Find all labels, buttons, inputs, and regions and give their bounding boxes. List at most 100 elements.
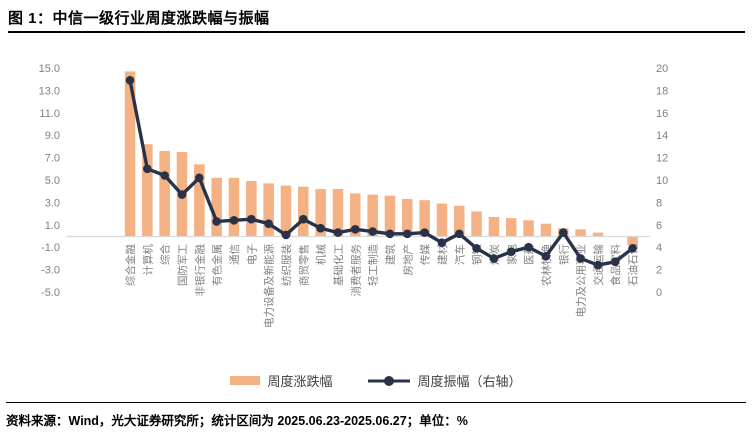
bar <box>384 195 396 236</box>
legend-label-bar-series: 周度涨跌幅 <box>267 374 333 389</box>
chart-canvas: 15.0 13.0 11.0 9.0 7.0 5.0 3.0 1.0 -1.0 -3.0 -5.0 2… <box>39 63 669 328</box>
bar <box>263 183 274 236</box>
right-axis-tick-label: 10 <box>656 175 668 187</box>
category-label: 传媒 <box>419 244 432 265</box>
line-marker <box>489 254 499 263</box>
bar <box>194 164 205 236</box>
line-marker <box>368 227 377 236</box>
bar <box>298 186 309 236</box>
line-marker <box>385 229 395 239</box>
line-marker <box>541 251 551 261</box>
category-label: 消费者服务 <box>349 244 362 297</box>
bar <box>332 189 344 236</box>
title-divider <box>8 31 745 33</box>
left-axis-tick-label: 1.0 <box>45 220 60 232</box>
line-marker <box>177 190 187 199</box>
bar <box>454 205 465 236</box>
line-series-glyph <box>367 375 410 386</box>
category-label: 商贸零售 <box>297 244 310 286</box>
line-marker <box>247 214 256 224</box>
bar <box>523 220 534 236</box>
bar <box>350 193 361 236</box>
bar <box>419 200 430 236</box>
left-axis-tick-label: 7.0 <box>45 153 60 165</box>
bar <box>402 199 413 236</box>
bar <box>315 189 326 236</box>
category-label: 电力及公用事业 <box>575 244 588 318</box>
category-label: 通信 <box>229 244 241 265</box>
bar <box>280 185 292 236</box>
bar <box>436 203 448 236</box>
line-marker <box>420 228 429 237</box>
bar <box>540 223 552 236</box>
category-label: 房地产 <box>401 244 414 276</box>
category-label: 计算机 <box>141 244 154 276</box>
bar <box>367 194 378 236</box>
source-note: 资料来源：Wind，光大证券研究所；统计区间为 2025.06.23-2025.… <box>6 402 746 429</box>
category-label: 轻工制造 <box>367 244 380 286</box>
right-axis-tick-label: 18 <box>656 85 668 97</box>
category-label: 汽车 <box>453 244 466 265</box>
right-axis-tick-label: 14 <box>656 130 668 142</box>
line-marker <box>316 223 325 233</box>
right-axis-tick-label: 6 <box>656 220 662 232</box>
left-axis-tick-label: -5.0 <box>41 287 60 299</box>
right-axis-tick-label: 0 <box>656 287 662 299</box>
category-label: 综合金融 <box>124 244 137 286</box>
bar <box>471 211 482 236</box>
chart-title: 图 1：中信一级行业周度涨跌幅与振幅 <box>8 10 270 27</box>
line-marker <box>455 229 464 239</box>
line-marker <box>437 238 447 247</box>
category-label: 建筑 <box>384 244 397 265</box>
bar <box>627 236 638 245</box>
left-axis-tick-label: 11.0 <box>39 108 60 120</box>
left-axis-tick-label: 9.0 <box>45 130 60 142</box>
left-axis-tick-label: -1.0 <box>41 242 60 254</box>
line-marker <box>299 214 308 224</box>
bar <box>575 229 586 236</box>
left-axis-tick-label: 13.0 <box>39 85 60 97</box>
line-marker <box>125 76 135 85</box>
line-marker <box>264 219 273 228</box>
category-label: 有色金属 <box>211 244 224 286</box>
bar <box>211 177 222 236</box>
right-axis-tick-label: 12 <box>656 153 668 165</box>
category-label: 机械 <box>315 244 328 265</box>
amplitude-line <box>128 79 634 267</box>
left-axis-tick-label: 5.0 <box>45 175 60 187</box>
line-marker <box>229 216 239 225</box>
line-marker <box>143 164 152 174</box>
category-label: 银行 <box>557 244 570 265</box>
left-axis-tick-label: -3.0 <box>41 265 60 277</box>
category-label: 非银行金融 <box>193 244 206 297</box>
chart-legend: 周度涨跌幅 周度振幅（右轴） <box>0 371 752 390</box>
category-label: 基础化工 <box>332 244 345 286</box>
line-marker <box>610 257 620 267</box>
bar <box>159 150 170 236</box>
category-label: 电力设备及新能源 <box>263 244 276 328</box>
right-axis-tick-label: 8 <box>656 197 662 209</box>
bar <box>228 177 240 236</box>
line-marker <box>212 217 221 226</box>
left-axis-tick-label: 3.0 <box>45 197 60 209</box>
right-axis-tick-label: 16 <box>656 108 668 120</box>
line-marker <box>576 254 585 263</box>
category-label: 建材 <box>436 244 449 265</box>
left-axis-tick-label: 15.0 <box>39 63 60 75</box>
category-label: 国防军工 <box>176 244 189 286</box>
legend-label-line-series: 周度振幅（右轴） <box>417 374 522 389</box>
legend-item-line-series: 周度振幅（右轴） <box>367 371 522 390</box>
line-marker <box>628 244 637 253</box>
line-marker <box>160 171 169 180</box>
line-marker <box>559 228 568 237</box>
line-marker <box>195 173 204 183</box>
bar <box>488 217 500 236</box>
bar <box>592 232 604 236</box>
line-marker <box>333 228 343 237</box>
legend-item-bar-series: 周度涨跌幅 <box>230 371 333 390</box>
line-marker <box>472 244 481 253</box>
bar <box>506 218 517 236</box>
line-marker <box>507 247 516 256</box>
category-label: 石油石化 <box>627 244 640 286</box>
